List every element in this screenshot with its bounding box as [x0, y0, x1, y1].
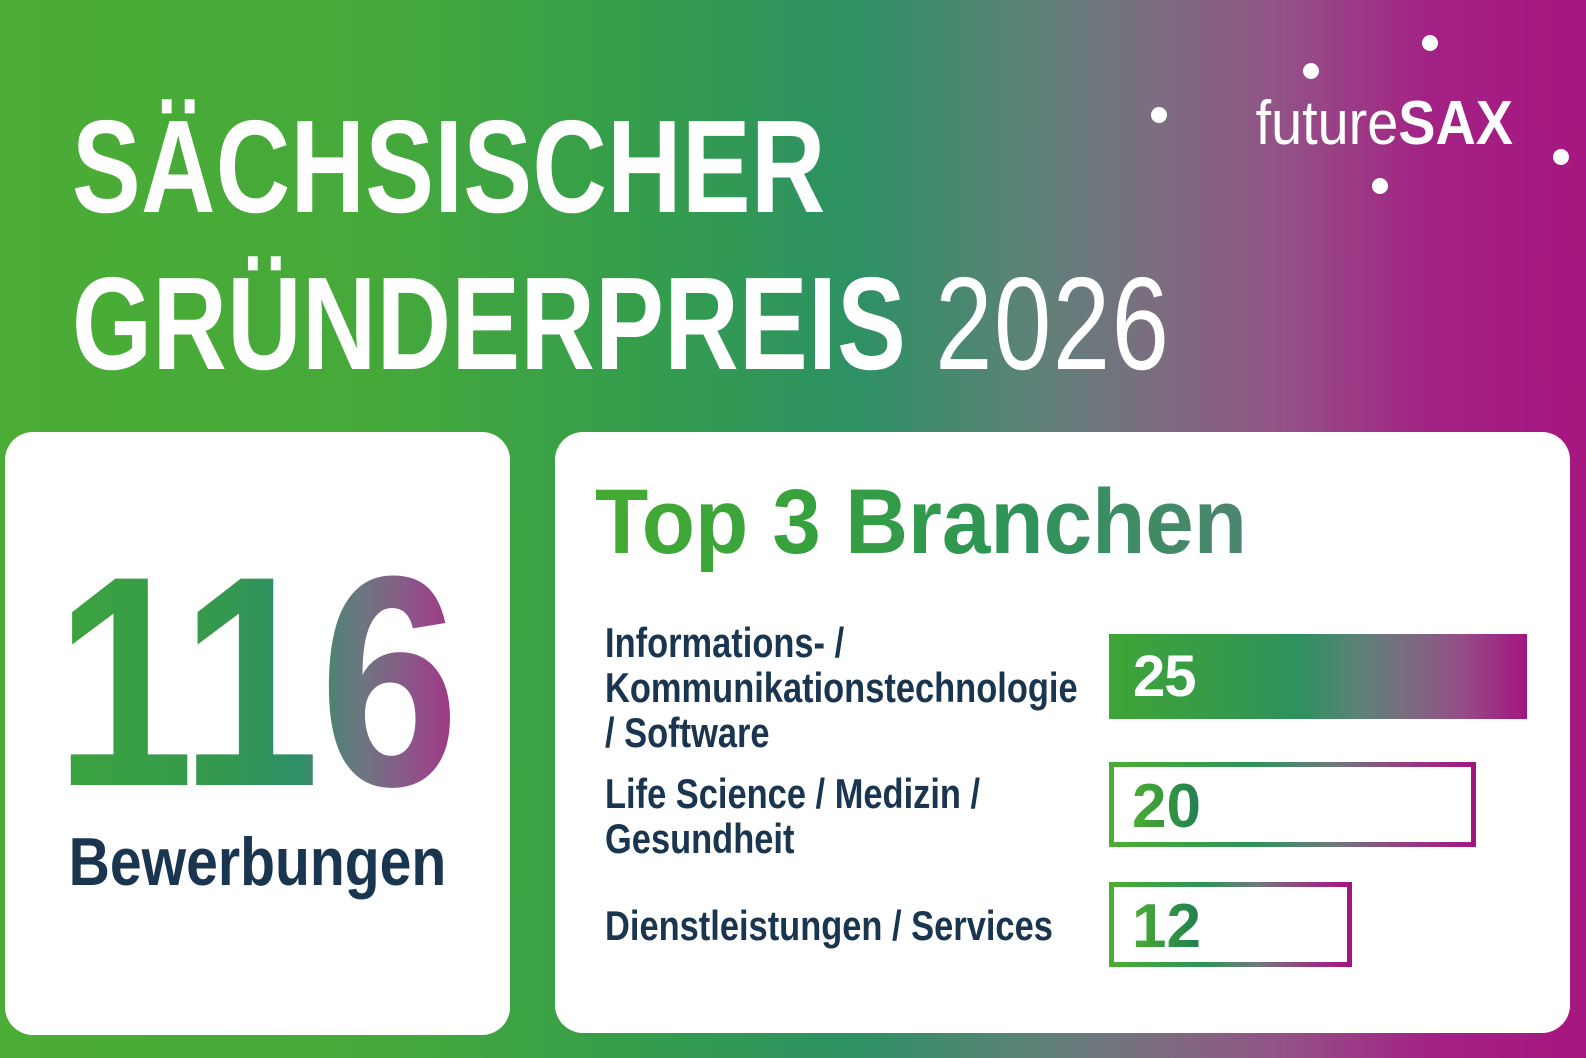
main-title-line2: GRÜNDERPREIS 2026	[72, 258, 1170, 390]
title-year: 2026	[935, 250, 1171, 397]
logo-dot	[1422, 35, 1438, 51]
chart-card: Top 3 Branchen Informations- / Kommunika…	[555, 432, 1570, 1033]
logo-dot	[1303, 63, 1319, 79]
bar-value: 12	[1132, 892, 1201, 961]
chart-title: Top 3 Branchen	[595, 471, 1247, 573]
logo-dot	[1553, 149, 1569, 165]
bar-value-graphic: 12	[1132, 892, 1201, 961]
logo-dot	[1151, 107, 1167, 123]
main-title-line2-bold: GRÜNDERPREIS	[72, 250, 936, 397]
bar-value-graphic: 20	[1132, 772, 1201, 841]
stat-label: Bewerbungen	[68, 824, 447, 900]
bar-value: 20	[1132, 772, 1201, 841]
logo-text-light: future	[1255, 89, 1399, 158]
row-label: Life Science / Medizin / Gesundheit	[605, 770, 981, 862]
logo-dot	[1372, 178, 1388, 194]
stat-value-graphic: 116	[55, 513, 459, 849]
futuresax-logo: futureSAX	[1256, 93, 1513, 155]
row-label: Dienstleistungen / Services	[605, 902, 1053, 949]
main-title-line1: SÄCHSISCHER	[72, 93, 826, 240]
value-bar: 25	[1109, 634, 1527, 719]
value-bar: 12	[1109, 882, 1352, 967]
row-label: Informations- / Kommunikationstechnologi…	[605, 619, 1078, 756]
stat-card: 116 Bewerbungen	[5, 432, 510, 1035]
value-bar: 20	[1109, 762, 1476, 847]
stat-value: 116	[55, 513, 459, 849]
chart-title-graphic: Top 3 Branchen	[595, 471, 1247, 573]
bar-value: 25	[1133, 644, 1197, 709]
logo-text-bold: SAX	[1398, 89, 1513, 158]
